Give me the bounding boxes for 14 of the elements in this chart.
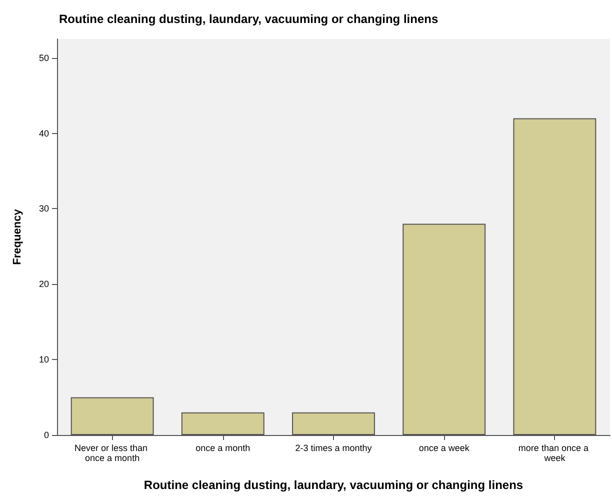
y-tick-label: 10 — [38, 354, 49, 365]
y-tick-label: 30 — [38, 204, 49, 214]
y-tick-label: 0 — [44, 430, 49, 440]
x-tick-label: once a month — [196, 443, 250, 453]
x-tick-label: 2-3 times a monthy — [295, 443, 372, 453]
y-axis-title: Frequency — [12, 208, 24, 265]
x-axis-title: Routine cleaning dusting, laundary, vacuuming or changing linens — [144, 478, 524, 492]
y-tick-label: 40 — [38, 128, 49, 138]
x-tick-label: once a week — [418, 443, 470, 453]
y-tick-label: 50 — [38, 52, 49, 63]
y-tick-label: 20 — [38, 279, 49, 290]
x-tick-label: Never or less than once a month — [74, 443, 150, 463]
x-tick-label: more than once a week — [518, 443, 591, 463]
chart-title: Routine cleaning dusting, laundary, vacuuming or changing linens — [59, 12, 438, 26]
